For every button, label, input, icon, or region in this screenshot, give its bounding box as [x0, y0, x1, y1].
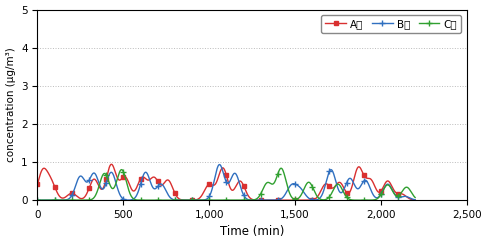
B사 — [300, 190, 306, 193]
C사 — [370, 199, 375, 202]
B사 — [388, 185, 393, 188]
C사 — [301, 188, 307, 191]
A사 — [35, 183, 40, 186]
A사 — [122, 175, 128, 178]
B사 — [35, 199, 40, 202]
Legend: A사, B사, C사: A사, B사, C사 — [321, 15, 461, 33]
B사 — [273, 199, 279, 202]
C사 — [35, 199, 40, 202]
A사 — [388, 182, 393, 185]
X-axis label: Time (min): Time (min) — [220, 225, 284, 238]
B사 — [370, 192, 375, 195]
C사 — [273, 178, 279, 181]
Line: B사: B사 — [34, 161, 419, 204]
B사 — [217, 163, 223, 166]
A사 — [370, 180, 375, 183]
Line: C사: C사 — [34, 165, 419, 204]
A사 — [412, 199, 418, 202]
B사 — [412, 198, 418, 201]
A사 — [412, 199, 417, 202]
A사 — [109, 163, 114, 166]
Line: A사: A사 — [36, 162, 417, 202]
C사 — [388, 186, 393, 189]
A사 — [301, 199, 307, 202]
C사 — [122, 175, 128, 178]
A사 — [280, 199, 286, 202]
B사 — [122, 198, 128, 201]
B사 — [412, 198, 417, 201]
Y-axis label: concentration (μg/m³): concentration (μg/m³) — [5, 48, 16, 162]
C사 — [412, 195, 417, 198]
C사 — [278, 167, 284, 170]
A사 — [273, 199, 279, 202]
C사 — [412, 196, 418, 199]
C사 — [192, 199, 198, 202]
